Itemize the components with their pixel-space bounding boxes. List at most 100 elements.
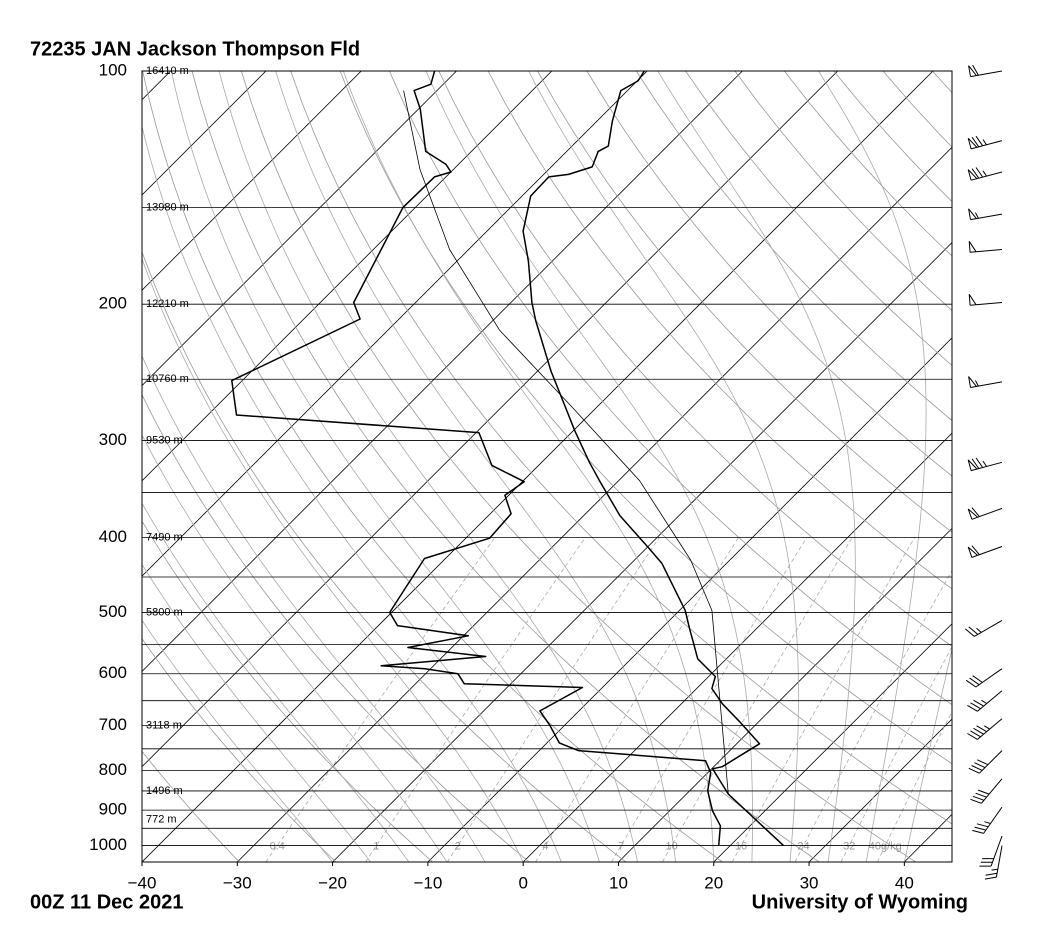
moist-adiabat (904, 646, 952, 862)
dry-adiabat (191, 71, 820, 862)
height-label: 1496 m (146, 785, 183, 797)
wind-barb (979, 835, 1003, 867)
wind-barb (968, 294, 1003, 306)
isotherm (713, 623, 952, 862)
y-tick-label: 700 (99, 715, 127, 734)
moist-adiabat (657, 71, 856, 862)
wind-barb (984, 845, 1003, 880)
moist-adiabat (343, 71, 715, 862)
height-label: 16410 m (146, 65, 189, 77)
wind-barb (964, 619, 1003, 637)
moist-adiabat (275, 71, 676, 862)
dry-adiabat (339, 71, 952, 765)
mixing-ratio-line (611, 537, 808, 862)
y-tick-label: 200 (99, 294, 127, 313)
wind-barb (968, 64, 1003, 78)
dry-adiabat (142, 750, 240, 862)
dry-adiabat (240, 71, 917, 862)
x-tick-label: −20 (318, 873, 347, 892)
dry-adiabat (142, 638, 337, 862)
dry-adiabat (635, 71, 952, 422)
moist-adiabat (170, 71, 600, 862)
wind-barb (967, 167, 1003, 181)
dry-adiabat (1031, 71, 1037, 862)
wind-barb (967, 545, 1003, 558)
wind-barb (970, 778, 1003, 804)
isotherm (237, 146, 952, 862)
mixing-ratio-line (877, 710, 952, 862)
x-tick-label: −40 (128, 873, 157, 892)
height-label: 9530 m (146, 434, 183, 446)
mixing-ratio-label: 7 (618, 840, 624, 852)
profile-line (403, 90, 729, 795)
y-tick-label: 900 (99, 800, 127, 819)
mixing-ratio-label: 32 (843, 840, 855, 852)
mixing-ratio-line (731, 537, 916, 862)
moist-adiabat (218, 71, 638, 862)
moist-adiabat (142, 257, 524, 862)
dry-adiabat (290, 71, 952, 825)
mixing-ratio-line (794, 569, 952, 862)
x-tick-label: 40 (895, 873, 914, 892)
profile-line (522, 70, 785, 847)
dry-adiabat (882, 71, 952, 148)
moist-adiabat (528, 71, 799, 862)
dry-adiabat (142, 393, 530, 862)
isotherm (142, 71, 743, 672)
x-tick-label: −30 (223, 873, 252, 892)
isotherm (808, 718, 952, 862)
dry-adiabat (982, 71, 1037, 862)
dry-adiabat (142, 860, 144, 862)
isotherm (142, 71, 648, 577)
mixing-ratio-label: 0.4 (270, 840, 285, 852)
x-tick-label: −10 (413, 873, 442, 892)
wind-barb (968, 750, 1003, 774)
wind-barb (968, 208, 1003, 221)
dry-adiabat (389, 71, 952, 706)
mixing-ratio-line (662, 537, 853, 862)
moist-adiabat (818, 71, 927, 862)
wind-barb (967, 135, 1003, 150)
wind-barb (965, 668, 1003, 688)
isotherm (427, 337, 952, 862)
isotherm (142, 71, 838, 768)
dry-adiabat (142, 251, 627, 862)
moist-adiabat (142, 354, 486, 862)
dry-adiabat (586, 71, 952, 477)
x-tick-label: 10 (609, 873, 628, 892)
moist-adiabat (142, 619, 333, 862)
dry-adiabat (833, 71, 952, 203)
isotherm (142, 71, 457, 387)
wind-barb (972, 806, 1003, 834)
wind-barb (968, 376, 1003, 388)
dry-adiabat (142, 520, 433, 862)
height-label: 13980 m (146, 201, 189, 213)
height-label: 772 m (146, 813, 177, 825)
chart-title: 72235 JAN Jackson Thompson Fld (30, 38, 360, 60)
x-tick-label: 0 (518, 873, 527, 892)
mixing-ratio-line (265, 537, 496, 862)
y-tick-label: 600 (99, 663, 127, 682)
guide-lines (0, 71, 1037, 862)
mixing-ratio-line (365, 537, 586, 862)
dry-adiabat (783, 71, 952, 257)
dry-adiabat (537, 71, 952, 533)
height-label: 5800 m (146, 606, 183, 618)
wind-barb (967, 507, 1003, 520)
isotherm (142, 71, 934, 862)
y-tick-label: 1000 (89, 835, 127, 854)
profile-line (231, 70, 722, 846)
credit: University of Wyoming (752, 891, 968, 913)
isotherm (0, 71, 75, 862)
isotherm (618, 527, 952, 862)
isotherm (142, 71, 362, 291)
x-tick-label: 30 (800, 873, 819, 892)
mixing-ratio-label: 10 (665, 840, 677, 852)
moist-adiabat (142, 124, 562, 862)
y-tick-label: 800 (99, 760, 127, 779)
y-tick-label: 300 (99, 430, 127, 449)
isotherm (142, 71, 171, 101)
x-tick-label: 20 (704, 873, 723, 892)
mixing-ratio-label: 1 (373, 840, 379, 852)
mixing-ratio-line (447, 537, 660, 862)
